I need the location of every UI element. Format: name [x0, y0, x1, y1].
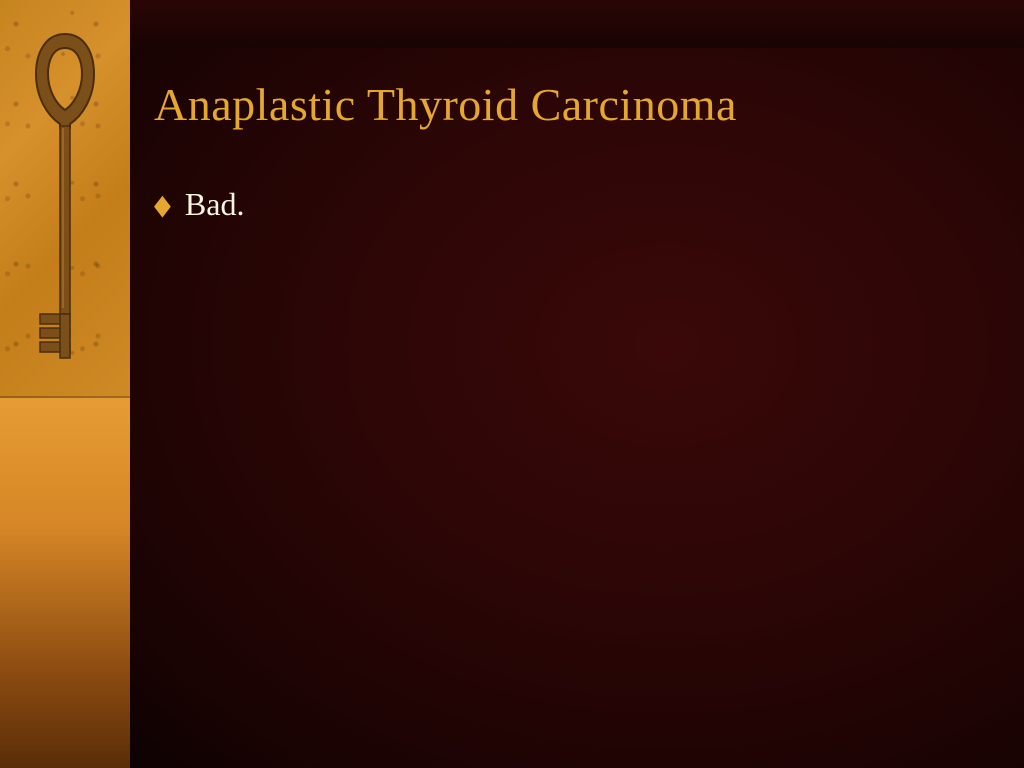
bullet-text: Bad. — [185, 186, 245, 223]
sidebar-gradient — [0, 398, 130, 768]
slide-content: Anaplastic Thyroid Carcinoma ◆ Bad. — [130, 0, 1024, 768]
sidebar-key-image — [0, 0, 130, 398]
slide-title: Anaplastic Thyroid Carcinoma — [154, 78, 737, 131]
bullet-item: ◆ Bad. — [154, 186, 244, 223]
sidebar — [0, 0, 130, 768]
key-icon — [30, 28, 100, 368]
diamond-bullet-icon: ◆ — [154, 190, 171, 219]
top-accent-band — [130, 0, 1024, 48]
bullet-list: ◆ Bad. — [154, 186, 244, 241]
